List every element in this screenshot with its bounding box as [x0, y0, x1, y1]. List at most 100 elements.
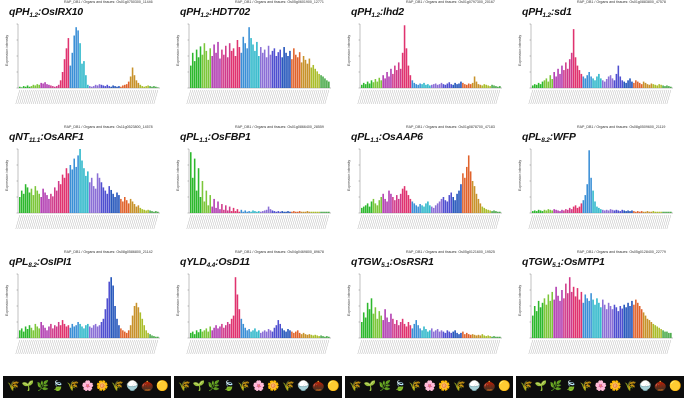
x-tick-label [386, 89, 392, 105]
x-tick-label [425, 339, 431, 355]
bar [310, 67, 313, 88]
bar [411, 80, 414, 88]
x-tick-label [482, 89, 487, 105]
bar [232, 48, 235, 88]
bar [304, 334, 307, 338]
x-tick-label [274, 339, 279, 355]
bar [213, 44, 215, 88]
bar [625, 307, 627, 338]
x-tick-label [410, 214, 415, 230]
bar [141, 209, 144, 213]
bar [291, 331, 293, 338]
x-tick-label [136, 339, 141, 355]
bar [38, 84, 40, 88]
chart-panel-osarf1: RAP_DB1 / Organs and tissues: Os11g05238… [2, 125, 173, 250]
bar [627, 302, 629, 338]
x-tick-label [101, 214, 106, 230]
bar [219, 58, 221, 88]
bar [30, 86, 33, 88]
bar [670, 211, 672, 213]
x-tick-label [217, 89, 223, 105]
x-tick-label [396, 214, 401, 230]
bar [580, 203, 583, 213]
bar [646, 84, 649, 88]
x-tick-label [651, 214, 656, 230]
bar [114, 197, 116, 213]
x-tick-label [252, 214, 258, 230]
x-tick-label [579, 89, 584, 105]
bar [287, 329, 289, 338]
x-tick-label [270, 214, 275, 230]
x-tick-label [559, 214, 565, 230]
x-tick-label [567, 339, 572, 355]
bar [444, 200, 447, 213]
x-tick-label [361, 89, 366, 105]
x-tick-label [404, 214, 409, 230]
bar [454, 200, 456, 213]
x-tick-label [250, 214, 256, 230]
bar [100, 84, 103, 88]
bar [308, 58, 311, 88]
x-tick-label [58, 214, 63, 230]
x-tick-label [664, 339, 670, 355]
x-tick-label [460, 214, 466, 230]
bar [87, 323, 89, 338]
x-tick-label [73, 89, 79, 105]
bar [326, 80, 328, 88]
bar [263, 330, 266, 338]
bar [413, 82, 416, 88]
x-tick-label [293, 89, 298, 105]
bar [565, 62, 567, 88]
x-tick-label [649, 339, 654, 355]
bar [392, 318, 394, 338]
x-tick-label [21, 339, 26, 355]
bar [108, 86, 110, 88]
x-tick-label [95, 89, 100, 105]
x-tick-label [614, 214, 619, 230]
bar [90, 177, 93, 213]
x-tick-label [658, 89, 664, 105]
bar [429, 330, 431, 338]
x-tick-label [563, 89, 568, 105]
x-tick-label [445, 89, 450, 105]
bar [588, 150, 590, 213]
x-tick-label [590, 339, 596, 355]
bar [236, 40, 239, 88]
x-tick-label [246, 89, 252, 105]
bar [312, 335, 315, 338]
bar [191, 331, 194, 338]
bar [226, 322, 229, 338]
bar [403, 186, 406, 213]
x-tick-label [382, 339, 388, 355]
x-tick-label [544, 339, 549, 355]
x-tick-label [600, 214, 605, 230]
bar [436, 203, 439, 213]
bar [215, 207, 217, 213]
x-tick-label [375, 89, 380, 105]
x-tick-label [206, 89, 211, 105]
x-tick-label [419, 89, 425, 105]
bar [392, 73, 394, 88]
x-tick-label [221, 339, 226, 355]
x-tick-label [371, 339, 376, 355]
x-tick-label [235, 339, 240, 355]
bar [662, 85, 664, 88]
bar [92, 86, 95, 88]
bar [609, 209, 612, 213]
x-tick-label [38, 339, 44, 355]
bar [112, 285, 114, 338]
bar [261, 211, 264, 213]
organ-icon: 🌾 [579, 381, 593, 392]
x-tick-label [474, 214, 479, 230]
bar [195, 49, 198, 88]
x-tick-label [239, 339, 244, 355]
bar [90, 327, 93, 338]
bar [285, 52, 287, 88]
bar [382, 75, 384, 88]
x-tick-label [357, 339, 362, 355]
bar [650, 83, 653, 88]
x-tick-label [417, 339, 423, 355]
bar [543, 298, 546, 338]
x-tick-label [602, 89, 607, 105]
bar [273, 48, 276, 88]
